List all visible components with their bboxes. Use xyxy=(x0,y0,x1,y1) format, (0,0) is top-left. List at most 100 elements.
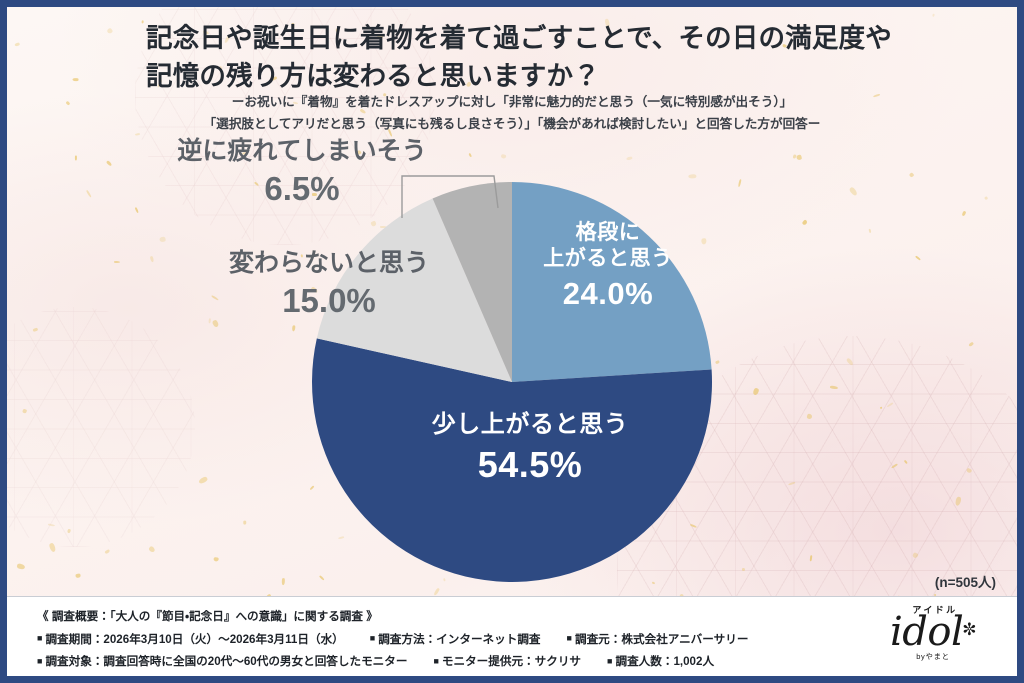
footer-meta-item: 調査対象：調査回答時に全国の20代〜60代の男女と回答したモニター xyxy=(45,655,408,669)
gold-fleck xyxy=(968,342,975,348)
footer-meta-item: 調査期間：2026年3月10日（火）〜2026年3月11日（水） xyxy=(45,632,344,646)
footer-meta-item: モニター提供元：サクリサ xyxy=(441,655,582,669)
logo-byline: byやまと xyxy=(916,651,950,661)
pie-slice-label-kawaranai: 変わらないと思う 15.0% xyxy=(196,248,462,321)
pie-chart: 格段に 上がると思う 24.0% 少し上がると思う 54.5% xyxy=(312,182,713,582)
gold-fleck xyxy=(468,152,473,158)
sample-size-note: (n=505人) xyxy=(934,575,996,590)
pie-slice-label-tsukarete: 逆に疲れてしまいそう 6.5% xyxy=(152,136,452,209)
logo-kana: アイドル xyxy=(912,605,958,615)
gold-fleck xyxy=(141,20,145,25)
gold-fleck xyxy=(65,100,71,106)
gold-fleck xyxy=(715,360,721,365)
bullet-square-icon: ■ xyxy=(37,633,43,644)
gold-fleck xyxy=(829,385,838,390)
gold-fleck xyxy=(914,255,921,261)
gold-fleck xyxy=(104,548,111,554)
gold-fleck xyxy=(48,541,57,553)
gold-fleck xyxy=(22,408,28,413)
page-subtitle: ーお祝いに『着物』を着たドレスアップに対し「非常に魅力的だと思う（一気に特別感が… xyxy=(142,92,882,135)
survey-meta-row-2: ■ 調査対象：調査回答時に全国の20代〜60代の男女と回答したモニター ■ モニター提… xyxy=(37,651,748,674)
gold-fleck xyxy=(845,357,854,366)
gold-fleck xyxy=(932,13,936,17)
gold-fleck xyxy=(801,218,808,225)
bullet-square-icon: ■ xyxy=(37,655,43,666)
bullet-square-icon: ■ xyxy=(566,633,572,644)
gold-fleck xyxy=(281,577,285,585)
gold-fleck xyxy=(159,236,167,242)
gold-fleck xyxy=(105,160,113,168)
gold-fleck xyxy=(886,401,894,407)
footer-meta-item: 調査元：株式会社アニバーサリー xyxy=(574,632,749,646)
gold-fleck xyxy=(32,327,39,333)
gold-fleck xyxy=(796,154,803,161)
gold-fleck xyxy=(74,155,78,161)
pie-slice-3 xyxy=(432,182,512,382)
brand-logo: アイドル idol✼ byやまと xyxy=(875,603,991,671)
footer-meta-item: 調査方法：インターネット調査 xyxy=(378,632,541,646)
asanoha-pattern-mid-left xyxy=(7,307,195,547)
gold-fleck xyxy=(788,482,796,487)
pie-chart-svg xyxy=(312,182,713,582)
pie-slice-0 xyxy=(512,182,712,382)
pie-slice-1 xyxy=(312,338,713,582)
gold-fleck xyxy=(752,387,760,397)
gold-fleck xyxy=(501,154,507,159)
asanoha-pattern-top-left xyxy=(135,7,435,245)
gold-fleck xyxy=(106,27,114,35)
survey-meta-row-1: ■ 調査期間：2026年3月10日（火）〜2026年3月11日（水） ■ 調査方法：イ… xyxy=(37,629,748,652)
logo-wordmark-text: idol xyxy=(889,609,964,655)
gold-fleck xyxy=(198,476,208,485)
gold-fleck xyxy=(908,171,915,178)
gold-fleck xyxy=(148,545,157,554)
gold-fleck xyxy=(879,406,883,410)
gold-fleck xyxy=(652,581,656,585)
gold-fleck xyxy=(213,556,220,562)
gold-fleck xyxy=(891,463,898,470)
subtitle-line-1: ーお祝いに『着物』を着たドレスアップに対し「非常に魅力的だと思う（一気に特別感が… xyxy=(231,95,793,109)
pie-slice-value-tsukarete: 6.5% xyxy=(264,170,340,207)
gold-fleck xyxy=(74,573,81,579)
gold-fleck xyxy=(912,552,919,559)
gold-fleck xyxy=(741,567,746,571)
gold-fleck xyxy=(134,206,139,213)
bullet-square-icon: ■ xyxy=(607,655,613,666)
gold-fleck xyxy=(626,156,633,162)
page-title: 記念日や誕生日に着物を着て過ごすことで、その日の満足度や記憶の残り方は変わると思… xyxy=(146,23,893,91)
gold-fleck xyxy=(149,256,155,263)
bullet-square-icon: ■ xyxy=(369,633,376,644)
pie-slice-name-tsukarete: 逆に疲れてしまいそう xyxy=(177,137,427,165)
bullet-square-icon: ■ xyxy=(433,655,439,666)
gold-fleck xyxy=(904,459,908,464)
gold-fleck xyxy=(243,520,247,525)
gold-fleck xyxy=(134,132,141,136)
gold-fleck xyxy=(86,189,93,198)
pie-slice-name-kawaranai: 変わらないと思う xyxy=(228,249,429,277)
flower-icon: ✼ xyxy=(962,620,977,640)
gold-fleck xyxy=(72,77,79,81)
gold-fleck xyxy=(960,210,967,217)
gold-fleck xyxy=(806,413,814,420)
gold-fleck xyxy=(737,179,742,188)
gold-fleck xyxy=(67,529,71,534)
pie-slice-value-kawaranai: 15.0% xyxy=(282,282,376,319)
footer-bar: 《 調査概要：「大人の『節目・記念日』への意識」に関する調査 》 ■ 調査期間：2… xyxy=(7,596,1017,676)
gold-fleck xyxy=(14,42,21,47)
footer-meta-item: 調査人数：1,002人 xyxy=(615,655,715,669)
gold-fleck xyxy=(433,587,441,596)
pie-slice-2 xyxy=(316,198,512,382)
gold-fleck xyxy=(16,563,26,570)
gold-fleck xyxy=(47,523,55,527)
subtitle-line-2: 「選択肢としてアリだと思う（写真にも残るし良さそう）」「機会があれば検討したい」… xyxy=(203,116,821,131)
gold-fleck xyxy=(848,186,859,197)
gold-fleck xyxy=(966,467,973,474)
gold-fleck xyxy=(868,228,872,234)
leader-line-tsukarete xyxy=(401,175,499,218)
gold-fleck xyxy=(984,196,989,201)
gold-fleck xyxy=(688,173,697,179)
gold-fleck xyxy=(292,325,296,332)
gold-fleck xyxy=(955,496,962,507)
logo-wordmark: idol✼ xyxy=(875,612,991,652)
survey-details: 《 調査概要：「大人の『節目・記念日』への意識」に関する調査 》 ■ 調査期間：2… xyxy=(37,606,748,674)
